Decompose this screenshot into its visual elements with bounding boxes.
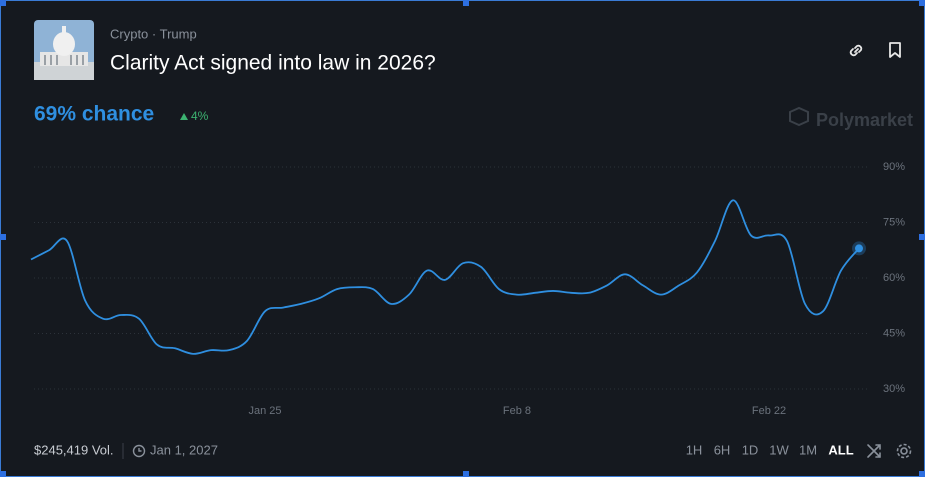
price-line [30,199,860,355]
last-point [855,244,863,253]
chance: 69% chance [34,103,154,126]
settings-icon[interactable] [896,443,912,459]
shuffle-icon[interactable] [867,444,881,458]
y-tick-label: 30% [883,383,905,395]
range-button[interactable]: 1H [686,442,703,457]
x-tick-label: Jan 25 [248,405,281,417]
end-date: Jan 1, 2027 [150,442,218,457]
x-tick-label: Feb 8 [503,405,531,417]
range-button[interactable]: 1W [769,442,789,457]
watermark: Polymarket [816,110,913,130]
y-tick-label: 45% [883,327,905,339]
bookmark-icon[interactable] [889,42,901,58]
y-tick-label: 90% [883,161,905,173]
breadcrumb: Crypto · Trump [110,26,197,41]
x-tick-label: Feb 22 [752,405,786,417]
range-buttons: 1H 6H 1D 1W 1M ALL [686,442,854,457]
link-icon[interactable] [849,44,863,57]
range-button[interactable]: 1D [742,442,759,457]
volume: $245,419 Vol. [34,442,114,457]
watermark-logo [789,106,809,127]
range-button[interactable]: 1M [799,442,817,457]
change: 4% [191,109,209,123]
plot: 30% 45% 60% 75% 90% Jan 25 Feb 8 Feb 22 [30,161,905,417]
range-button[interactable]: 6H [714,442,731,457]
range-button[interactable]: ALL [828,442,853,457]
up-arrow [180,113,188,120]
market-image [34,20,94,80]
market-title: Clarity Act signed into law in 2026? [110,52,436,75]
y-tick-label: 75% [883,216,905,228]
clock-icon [132,444,146,458]
y-tick-label: 60% [883,272,905,284]
